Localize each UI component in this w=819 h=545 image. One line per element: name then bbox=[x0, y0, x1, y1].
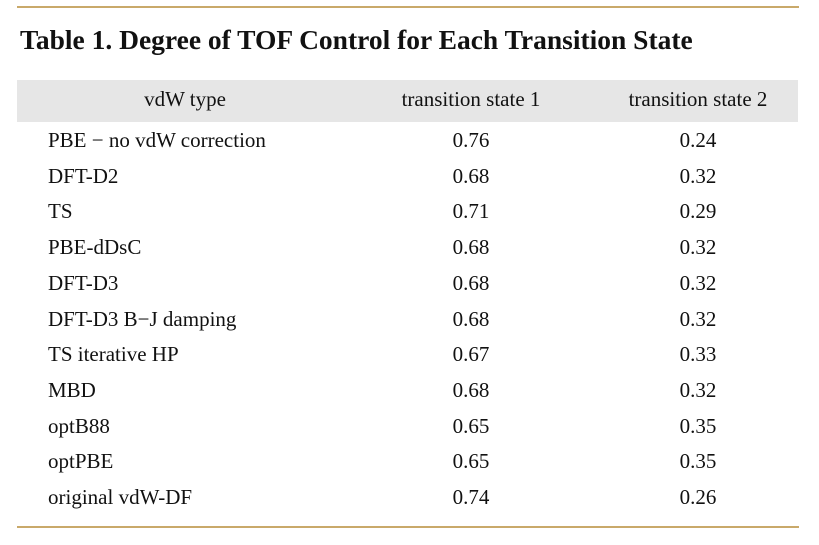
header-cell: vdW type bbox=[144, 87, 226, 111]
value-cell: 0.74 bbox=[452, 485, 490, 509]
value-cell: 0.68 bbox=[452, 306, 490, 331]
value-cell: 0.68 bbox=[452, 270, 490, 295]
row-label: optPBE bbox=[48, 449, 114, 474]
value-cell: 0.26 bbox=[679, 485, 717, 509]
row-label: DFT-D3 B−J damping bbox=[48, 306, 237, 331]
value-cell: 0.76 bbox=[452, 128, 490, 152]
value-cell: 0.67 bbox=[452, 342, 490, 367]
top-rule bbox=[17, 6, 799, 8]
row-label: MBD bbox=[48, 377, 96, 402]
bottom-rule bbox=[17, 526, 799, 528]
value-cell: 0.32 bbox=[679, 235, 717, 260]
value-cell: 0.32 bbox=[679, 163, 717, 188]
value-cell: 0.33 bbox=[679, 342, 717, 367]
value-cell: 0.68 bbox=[452, 377, 490, 402]
value-cell: 0.29 bbox=[679, 199, 717, 224]
value-cell: 0.24 bbox=[679, 128, 717, 152]
value-cell: 0.32 bbox=[679, 306, 717, 331]
header-cell: transition state 1 bbox=[401, 87, 541, 111]
row-label: PBE-dDsC bbox=[48, 235, 142, 260]
value-cell: 0.65 bbox=[452, 449, 490, 474]
value-cell: 0.32 bbox=[679, 270, 717, 295]
row-label: PBE − no vdW correction bbox=[48, 128, 266, 152]
row-label: DFT-D2 bbox=[48, 163, 119, 188]
row-label: TS bbox=[48, 199, 73, 224]
row-label: original vdW-DF bbox=[48, 485, 193, 509]
value-cell: 0.71 bbox=[452, 199, 490, 224]
value-cell: 0.65 bbox=[452, 413, 490, 438]
value-cell: 0.68 bbox=[452, 163, 490, 188]
header-cell: transition state 2 bbox=[628, 87, 768, 111]
table-title: Table 1. Degree of TOF Control for Each … bbox=[20, 24, 693, 55]
value-cell: 0.35 bbox=[679, 449, 717, 474]
value-cell: 0.68 bbox=[452, 235, 490, 260]
header-row bbox=[17, 80, 798, 122]
value-cell: 0.32 bbox=[679, 377, 717, 402]
row-label: TS iterative HP bbox=[48, 342, 179, 367]
value-cell: 0.35 bbox=[679, 413, 717, 438]
row-label: optB88 bbox=[48, 413, 110, 438]
row-label: DFT-D3 bbox=[48, 270, 119, 295]
